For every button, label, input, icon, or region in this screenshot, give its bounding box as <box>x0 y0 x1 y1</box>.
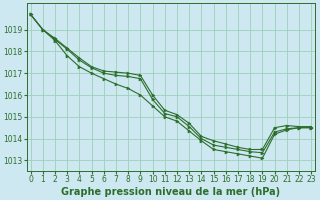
X-axis label: Graphe pression niveau de la mer (hPa): Graphe pression niveau de la mer (hPa) <box>61 187 280 197</box>
